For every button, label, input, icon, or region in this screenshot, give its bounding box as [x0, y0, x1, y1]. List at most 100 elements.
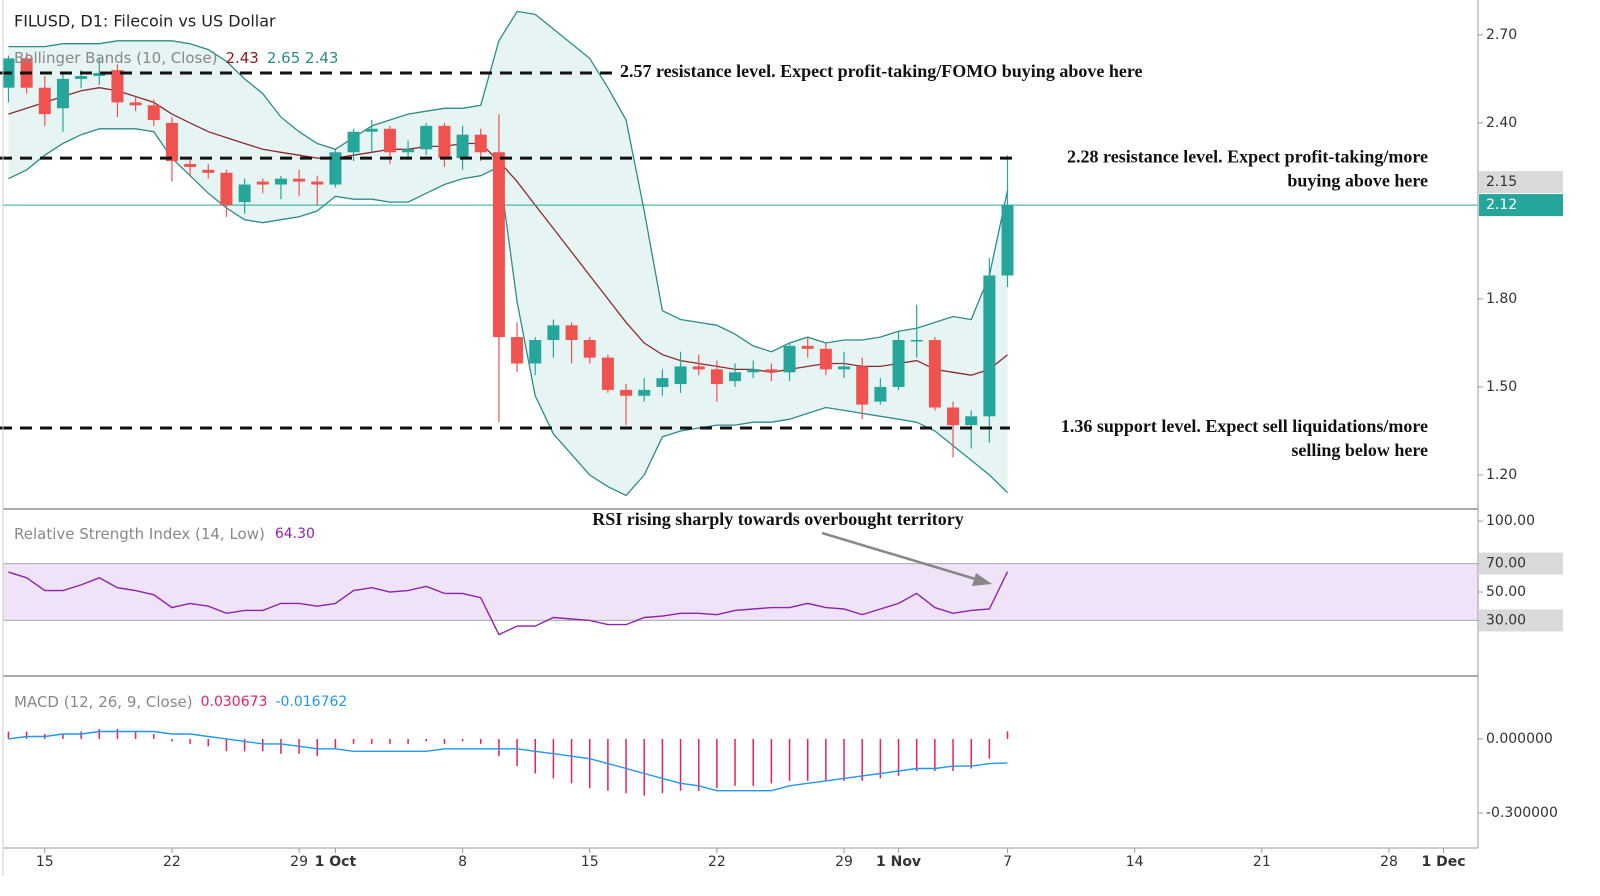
candle-body [274, 178, 287, 185]
candle-body [438, 125, 451, 159]
x-tick-label: 29 [290, 854, 308, 870]
candle-body [402, 149, 415, 153]
x-tick-label: 29 [835, 854, 853, 870]
y-tick-label: 30.00 [1486, 612, 1526, 628]
candle-body [783, 345, 796, 373]
y-tick-box [1479, 552, 1563, 575]
band-upper [8, 10, 1009, 353]
candle-body [965, 416, 978, 426]
rsi-annotation: RSI rising sharply towards overbought te… [592, 509, 964, 529]
x-tick-label: 1 Oct [315, 854, 357, 870]
candle-body [583, 340, 596, 358]
last-price-box [1479, 194, 1563, 217]
candle-body [129, 102, 142, 106]
band-fill [8, 11, 1008, 496]
candle-body [765, 369, 778, 373]
indicator-name: MACD (12, 26, 9, Close) [14, 693, 193, 711]
candle-body [184, 163, 197, 167]
candle-body [329, 152, 342, 185]
indicator-legend: Bollinger Bands (10, Close) 2.43 2.65 2.43 [14, 49, 338, 67]
candle-body [365, 128, 378, 132]
x-tick-label: 1 Nov [876, 854, 921, 870]
candle-body [801, 345, 814, 349]
indicator-legend: MACD (12, 26, 9, Close) 0.030673 -0.016762 [14, 693, 347, 711]
x-tick-label: 14 [1126, 854, 1144, 870]
candle-body [692, 366, 705, 370]
candle-body [656, 378, 669, 387]
level-annotation: 1.36 support level. Expect sell liquidat… [1061, 416, 1428, 436]
candle-body [311, 181, 324, 185]
y-tick-label: 2.40 [1486, 115, 1517, 131]
chart-title: FILUSD, D1: Filecoin vs US Dollar [14, 12, 276, 31]
y-tick-label: 50.00 [1486, 584, 1526, 600]
x-tick-label: 8 [458, 854, 467, 870]
candle-body [892, 340, 905, 387]
y-tick-box [1479, 609, 1563, 632]
candle-body [511, 337, 524, 364]
indicator-value: 0.030673 [201, 694, 268, 710]
indicator-value: 2.43 [225, 49, 258, 67]
candle-body [383, 128, 396, 153]
candle-body [492, 152, 505, 338]
y-tick-label: 1.20 [1486, 467, 1517, 483]
candle-body [547, 325, 560, 341]
candle-body [165, 122, 178, 162]
y-tick-label: 70.00 [1486, 556, 1526, 572]
x-tick-label: 28 [1380, 854, 1398, 870]
candle-body [256, 181, 269, 185]
candle-body [529, 340, 542, 364]
y-tick-label: 2.70 [1486, 27, 1517, 43]
candle-body [111, 70, 124, 103]
candle-body [819, 348, 832, 370]
indicator-legend: Relative Strength Index (14, Low) 64.30 [14, 525, 315, 543]
candle-body [238, 184, 251, 203]
indicator-value: 2.65 2.43 [267, 49, 339, 67]
y-tick-label: -0.300000 [1486, 805, 1558, 821]
x-tick-label: 22 [708, 854, 726, 870]
candle-body [856, 366, 869, 405]
candle-body [747, 369, 760, 373]
candle-body [347, 131, 360, 153]
candle-body [601, 357, 614, 390]
level-annotation: 2.28 resistance level. Expect profit-tak… [1067, 146, 1428, 166]
candle-body [928, 340, 941, 408]
candle-body [56, 78, 69, 109]
candle-body [729, 372, 742, 382]
annotation-arrow [821, 531, 983, 583]
candle-body [674, 366, 687, 385]
level-annotation: buying above here [1287, 170, 1428, 190]
candle-body [638, 389, 651, 396]
last-price-label: 2.12 [1486, 197, 1517, 213]
candle-body [474, 134, 487, 153]
level-annotation: 2.57 resistance level. Expect profit-tak… [620, 61, 1142, 81]
macd-line [8, 730, 1008, 792]
candle-body [147, 105, 160, 120]
y-tick-label: 0.000000 [1486, 731, 1553, 747]
candle-body [456, 134, 469, 159]
y-tick-label: 100.00 [1486, 513, 1535, 529]
plot-layer [0, 10, 1478, 796]
annotation-arrowhead [972, 573, 992, 586]
indicator-value: -0.016762 [275, 694, 347, 710]
candle-body [293, 178, 306, 182]
high-marker-label: 2.15 [1486, 174, 1517, 190]
x-tick-label: 1 Dec [1421, 854, 1465, 870]
x-tick-label: 15 [581, 854, 599, 870]
candle-body [983, 275, 996, 417]
indicator-name: Bollinger Bands (10, Close) [14, 49, 217, 67]
candle-body [93, 73, 106, 76]
x-tick-label: 15 [36, 854, 54, 870]
x-tick-label: 22 [163, 854, 181, 870]
level-annotation: selling below here [1291, 440, 1428, 460]
x-tick-label: 21 [1253, 854, 1271, 870]
candle-body [874, 386, 887, 402]
candle-body [75, 75, 88, 79]
y-tick-label: 1.50 [1486, 379, 1517, 395]
candle-body [947, 407, 960, 426]
candle-body [202, 169, 215, 173]
candle-body [38, 87, 51, 115]
candle-body [838, 366, 851, 370]
candle-body [620, 389, 633, 396]
candle-body [420, 125, 433, 150]
